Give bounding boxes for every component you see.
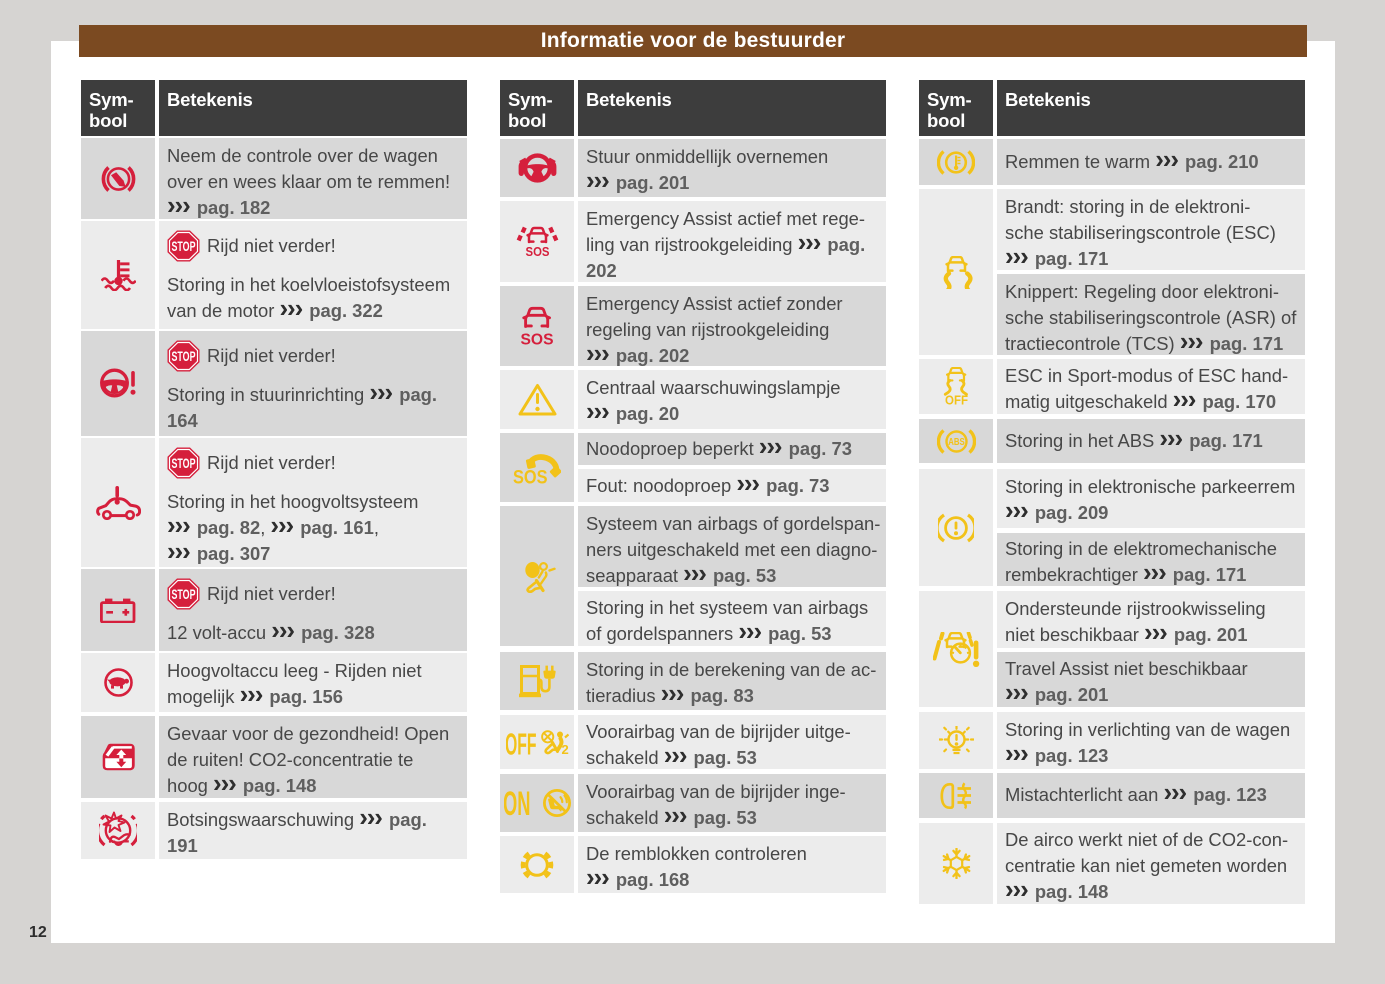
svg-text:STOP: STOP	[172, 587, 196, 602]
svg-text:2: 2	[561, 742, 568, 755]
svg-text:SOS: SOS	[513, 468, 548, 486]
svg-text:STOP: STOP	[172, 239, 196, 254]
svg-text:OFF: OFF	[506, 730, 537, 755]
svg-text:SOS: SOS	[521, 332, 554, 347]
svg-text:ON: ON	[504, 789, 531, 817]
svg-text:ABS: ABS	[948, 436, 965, 448]
svg-text:STOP: STOP	[172, 349, 196, 364]
svg-text:SOS: SOS	[525, 244, 549, 258]
svg-text:STOP: STOP	[172, 456, 196, 471]
svg-text:OFF: OFF	[945, 394, 968, 407]
